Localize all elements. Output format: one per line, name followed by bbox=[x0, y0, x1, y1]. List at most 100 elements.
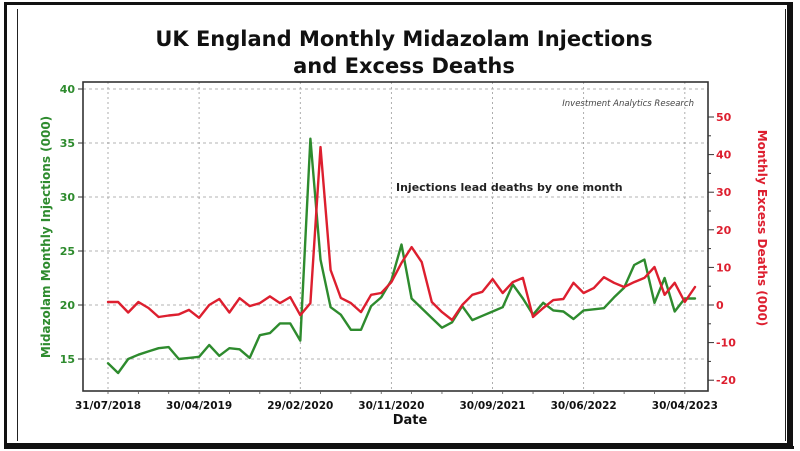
excess-deaths-data-point bbox=[421, 261, 423, 263]
x-tick-label: 29/02/2020 bbox=[267, 400, 333, 412]
excess-deaths-data-point bbox=[259, 302, 261, 304]
frame-shadow-right bbox=[790, 2, 793, 449]
injections-data-point bbox=[127, 358, 129, 360]
excess-deaths-data-point bbox=[502, 292, 504, 294]
excess-deaths-data-point bbox=[390, 281, 392, 283]
x-tick-label: 30/04/2023 bbox=[652, 400, 718, 412]
excess-deaths-data-point bbox=[441, 311, 443, 313]
right-tick-label: -10 bbox=[716, 337, 736, 350]
excess-deaths-data-point bbox=[350, 302, 352, 304]
left-axis: 15 20 25 30 35 40 bbox=[60, 83, 83, 366]
right-tick-label: 50 bbox=[716, 111, 732, 124]
excess-deaths-data-point bbox=[198, 317, 200, 319]
injections-data-point bbox=[147, 350, 150, 352]
injections-data-point bbox=[350, 329, 352, 331]
injections-data-point bbox=[583, 309, 585, 311]
injections-data-point bbox=[137, 354, 139, 356]
injections-data-point bbox=[107, 362, 109, 364]
injections-data-point bbox=[512, 283, 514, 286]
excess-deaths-data-point bbox=[674, 282, 676, 284]
injections-data-point bbox=[542, 302, 544, 304]
injections-data-point bbox=[613, 296, 615, 298]
injections-data-point bbox=[664, 277, 666, 279]
injections-data-point bbox=[198, 356, 200, 358]
injections-data-point bbox=[370, 305, 372, 307]
right-tick-label: 20 bbox=[716, 224, 732, 237]
injections-data-point bbox=[158, 347, 160, 349]
excess-deaths-data-point bbox=[137, 301, 139, 303]
excess-deaths-data-point bbox=[319, 146, 322, 148]
frame-shadow-bottom bbox=[4, 446, 794, 449]
injections-data-point bbox=[269, 332, 271, 334]
excess-deaths-data-point bbox=[603, 276, 605, 278]
x-tick-label: 30/11/2020 bbox=[358, 400, 424, 412]
excess-deaths-data-point bbox=[653, 266, 656, 268]
injections-data-point bbox=[380, 296, 382, 298]
injections-data-point bbox=[289, 322, 291, 324]
excess-deaths-data-point bbox=[188, 309, 190, 311]
injections-data-point bbox=[643, 259, 646, 261]
x-axis: 31/07/2018 30/04/2019 29/02/2020 30/11/2020… bbox=[75, 391, 718, 412]
excess-deaths-data-point bbox=[330, 269, 332, 271]
chart-title: UK England Monthly Midazolam Injections bbox=[155, 27, 652, 51]
excess-deaths-data-point bbox=[269, 295, 271, 297]
injections-data-point bbox=[431, 317, 433, 319]
excess-deaths-data-point bbox=[380, 292, 382, 294]
excess-deaths-data-point bbox=[299, 314, 301, 316]
injections-data-point bbox=[178, 358, 180, 360]
injections-data-point bbox=[481, 315, 483, 317]
injections-data-point bbox=[188, 357, 190, 359]
injections-data-point bbox=[552, 309, 554, 311]
excess-deaths-data-point bbox=[643, 277, 646, 279]
injections-data-point bbox=[633, 264, 635, 266]
excess-deaths-data-point bbox=[309, 302, 311, 304]
injections-data-point bbox=[400, 243, 403, 246]
excess-deaths-data-point bbox=[461, 304, 463, 306]
left-tick-label: 25 bbox=[60, 245, 75, 258]
injections-data-point bbox=[421, 307, 423, 309]
excess-deaths-data-point bbox=[522, 277, 524, 279]
left-tick-label: 35 bbox=[60, 137, 75, 150]
injections-data-point bbox=[411, 297, 413, 300]
right-tick-label: 40 bbox=[716, 149, 732, 162]
excess-deaths-data-point bbox=[684, 301, 686, 303]
chart-subtitle: and Excess Deaths bbox=[293, 54, 515, 78]
excess-deaths-data-point bbox=[532, 316, 534, 318]
excess-deaths-series-line bbox=[106, 145, 697, 322]
excess-deaths-data-point bbox=[633, 281, 635, 283]
injections-data-point bbox=[451, 321, 453, 323]
injections-data-point bbox=[572, 318, 575, 320]
injections-data-point bbox=[471, 319, 473, 321]
excess-deaths-data-point bbox=[694, 286, 696, 288]
excess-deaths-data-point bbox=[471, 294, 473, 296]
injections-data-point bbox=[117, 372, 119, 374]
injections-data-point bbox=[603, 307, 605, 309]
left-axis-label: Midazolam Monthly Injections (000) bbox=[39, 116, 53, 358]
excess-deaths-data-point bbox=[178, 313, 180, 315]
injections-data-point bbox=[694, 297, 696, 300]
excess-deaths-data-point bbox=[239, 297, 241, 299]
chart-inner-frame bbox=[17, 9, 786, 441]
injections-data-point bbox=[340, 314, 342, 316]
excess-deaths-data-point bbox=[481, 291, 483, 293]
excess-deaths-data-point bbox=[583, 292, 585, 294]
injections-data-point bbox=[319, 259, 322, 261]
injections-data-point bbox=[653, 302, 656, 304]
right-tick-label: 30 bbox=[716, 186, 732, 199]
injections-data-point bbox=[249, 357, 251, 359]
left-tick-label: 15 bbox=[60, 353, 75, 366]
excess-deaths-data-point bbox=[451, 319, 453, 321]
excess-deaths-data-point bbox=[117, 301, 119, 303]
excess-deaths-data-point bbox=[127, 311, 129, 314]
right-tick-label: 0 bbox=[716, 299, 724, 312]
excess-deaths-data-point bbox=[512, 281, 514, 283]
excess-deaths-data-point bbox=[623, 286, 625, 288]
excess-deaths-data-point bbox=[168, 314, 170, 317]
excess-deaths-data-point bbox=[289, 296, 291, 298]
injections-data-point bbox=[218, 355, 220, 357]
excess-deaths-data-point bbox=[340, 297, 342, 299]
right-axis: -20 -10 0 10 20 30 40 50 bbox=[708, 111, 736, 387]
x-tick-label: 30/06/2022 bbox=[551, 400, 617, 412]
injections-data-point bbox=[492, 310, 494, 313]
